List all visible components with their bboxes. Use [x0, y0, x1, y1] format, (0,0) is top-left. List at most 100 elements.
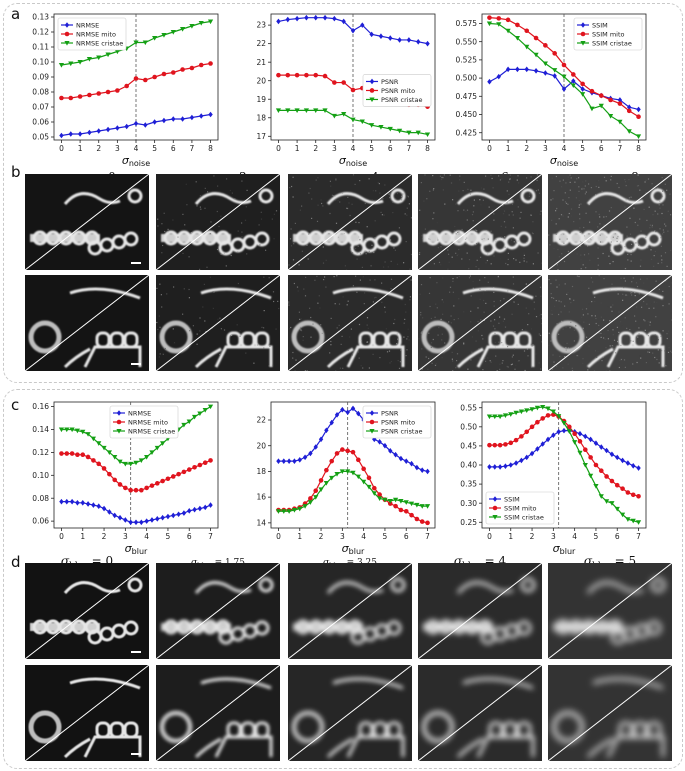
y-tick-label: 17	[256, 132, 266, 141]
data-point	[350, 87, 356, 93]
data-point	[87, 129, 92, 136]
x-tick-label: 7	[636, 532, 641, 541]
blur-micrograph	[288, 563, 412, 659]
data-point	[529, 407, 535, 412]
data-point	[85, 432, 91, 437]
split-diagonal	[548, 665, 672, 761]
data-point	[608, 97, 613, 103]
data-point	[392, 497, 399, 503]
mitochondria-structure	[161, 188, 274, 256]
panel-letter-b: b	[11, 163, 21, 181]
mitochondria-structure	[30, 188, 143, 256]
data-point	[404, 458, 409, 464]
legend-marker	[369, 419, 375, 425]
data-point	[160, 441, 166, 446]
data-point	[322, 108, 328, 113]
data-point	[117, 514, 123, 521]
mitochondria-structure	[291, 677, 405, 759]
data-point	[540, 441, 545, 447]
data-point	[625, 460, 631, 466]
y-tick-label: 22	[256, 416, 266, 425]
data-point	[115, 88, 120, 93]
x-tick-label: 6	[404, 532, 409, 541]
data-point	[614, 506, 620, 512]
series-nrmse	[59, 498, 213, 526]
plot-frame	[270, 401, 436, 529]
data-point	[425, 468, 430, 475]
x-tick-label: 5	[594, 532, 599, 541]
data-point	[64, 427, 70, 433]
data-point	[96, 91, 102, 96]
data-point	[64, 451, 70, 456]
data-point	[496, 22, 502, 27]
data-point	[556, 414, 562, 419]
data-point	[614, 482, 620, 488]
legend-entry: PSNR cristae	[381, 427, 422, 435]
data-point	[313, 444, 318, 450]
legend-marker	[64, 31, 70, 37]
data-point	[170, 30, 176, 35]
mitochondria-structure	[423, 577, 536, 645]
data-point	[64, 498, 69, 505]
data-point	[366, 475, 372, 481]
split-diagonal	[25, 563, 149, 659]
data-point	[604, 474, 609, 479]
data-point	[68, 131, 73, 137]
chart-nrmse-blur: 0.06 0.08 0.10 0.12 0.14 0.16 0 1 2 3 4 5 6 7 σblur NRM…	[32, 401, 219, 554]
data-point	[540, 416, 546, 421]
blur-micrograph	[25, 665, 149, 761]
blur-micrograph	[156, 563, 280, 659]
data-point	[208, 458, 213, 463]
data-point	[68, 61, 74, 67]
data-point	[508, 412, 514, 417]
data-point	[620, 486, 625, 491]
blur-micrograph	[548, 563, 672, 659]
x-tick-label: 0	[487, 144, 492, 153]
mitochondria-structure	[159, 287, 273, 369]
data-point	[180, 67, 185, 72]
data-point	[192, 506, 197, 513]
data-point	[561, 86, 567, 92]
y-tick-label: 16	[256, 493, 266, 502]
data-point	[281, 458, 286, 464]
data-point	[533, 52, 539, 58]
mitochondria-structure	[553, 577, 666, 645]
data-point	[197, 462, 203, 468]
data-point	[593, 440, 599, 447]
mitochondria-structure	[28, 287, 142, 369]
split-diagonal	[288, 174, 412, 270]
data-point	[414, 464, 420, 471]
data-point	[68, 95, 74, 101]
y-tick-label: 0.550	[456, 37, 478, 46]
y-tick-label: 20	[256, 441, 266, 450]
blur-micrograph	[418, 563, 542, 659]
data-point	[59, 132, 64, 139]
data-point	[513, 460, 519, 466]
x-tick-label: 6	[388, 144, 393, 153]
data-point	[619, 512, 626, 518]
data-point	[425, 520, 430, 526]
data-point	[415, 130, 421, 136]
data-point	[133, 460, 139, 466]
data-point	[360, 22, 365, 28]
series-ssim-cristae	[486, 21, 642, 139]
data-point	[540, 404, 546, 410]
data-point	[492, 464, 497, 470]
data-point	[582, 463, 588, 468]
data-point	[152, 36, 158, 41]
data-point	[486, 21, 493, 27]
data-point	[561, 74, 567, 80]
legend-entry: NRMSE	[128, 409, 151, 417]
data-point	[625, 490, 631, 495]
data-point	[356, 410, 361, 417]
series-ssim-mito	[487, 15, 641, 119]
data-point	[425, 40, 430, 47]
y-tick-label: 0.11	[32, 43, 49, 52]
data-point	[551, 432, 556, 439]
legend-entry: NRMSE mito	[76, 30, 116, 38]
data-point	[199, 113, 204, 119]
x-tick-label: 7	[208, 532, 213, 541]
data-point	[105, 52, 111, 58]
data-point	[424, 504, 431, 509]
data-point	[160, 514, 165, 521]
